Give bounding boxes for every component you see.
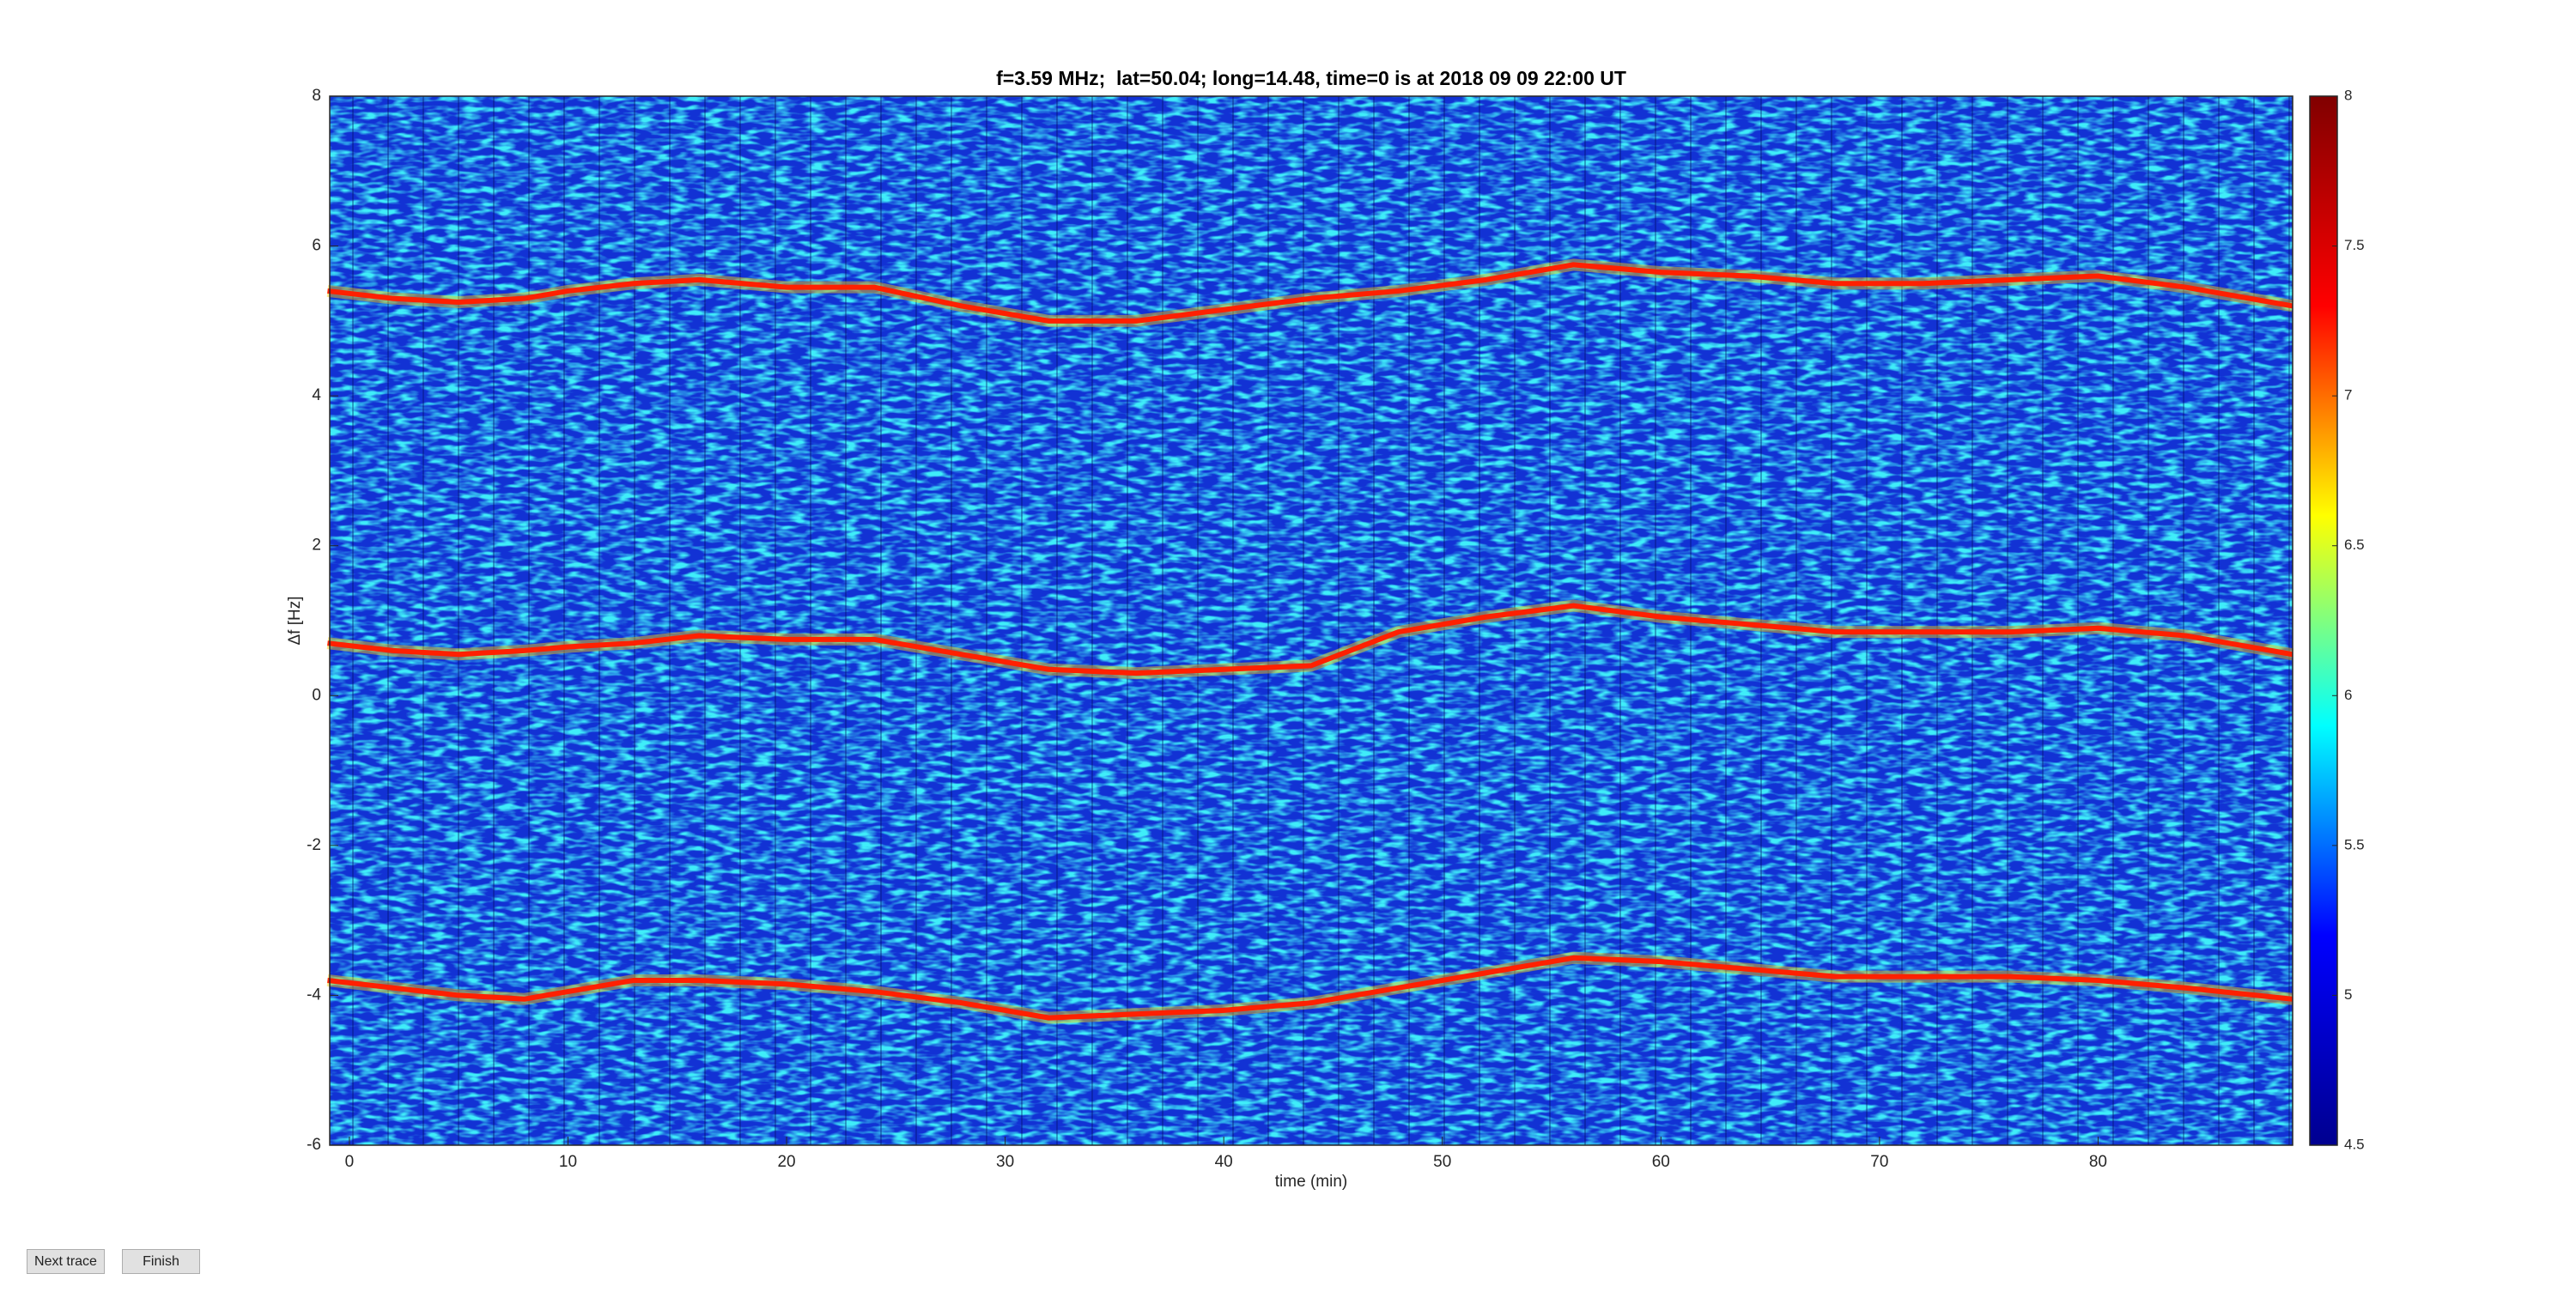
colorbar: [2309, 95, 2338, 1146]
y-tick-label: 2: [312, 537, 321, 555]
colorbar-tick-label: 7: [2344, 387, 2352, 403]
y-tick-label: 8: [312, 87, 321, 105]
y-tick-label: -4: [307, 986, 321, 1004]
chart-title: f=3.59 MHz; lat=50.04; long=14.48, time=…: [996, 67, 1626, 89]
colorbar-tick-label: 5.5: [2344, 836, 2365, 852]
x-tick-label: 80: [2089, 1153, 2107, 1171]
colorbar-tick-label: 6.5: [2344, 537, 2365, 553]
x-tick-label: 60: [1652, 1153, 1670, 1171]
colorbar-tick-label: 7.5: [2344, 237, 2365, 253]
plot-frame: [329, 95, 2293, 1146]
x-tick-label: 50: [1433, 1153, 1451, 1171]
trace: [327, 955, 2293, 1021]
colorbar-tick-label: 4.5: [2344, 1136, 2365, 1152]
y-tick-label: 4: [312, 386, 321, 404]
x-tick-label: 30: [996, 1153, 1014, 1171]
trace: [327, 262, 2293, 324]
y-tick-label: 0: [312, 686, 321, 704]
x-tick-label: 10: [559, 1153, 577, 1171]
colorbar-tick-label: 5: [2344, 986, 2352, 1003]
y-tick-label: -2: [307, 836, 321, 854]
chart: f=3.59 MHz; lat=50.04; long=14.48, time=…: [286, 67, 2365, 1191]
next-trace-button[interactable]: Next trace: [27, 1249, 105, 1274]
x-tick-label: 20: [777, 1153, 795, 1171]
y-tick-label: -6: [307, 1136, 321, 1154]
colorbar-tick-label: 6: [2344, 687, 2352, 703]
colorbar-tick-label: 8: [2344, 87, 2352, 103]
x-tick-label: 0: [345, 1153, 355, 1171]
y-tick-label: 6: [312, 237, 321, 255]
x-axis-label: time (min): [1275, 1173, 1347, 1191]
trace: [327, 603, 2293, 676]
finish-button[interactable]: Finish: [122, 1249, 200, 1274]
stripe-texture: [330, 96, 2293, 1145]
y-axis-label: Δf [Hz]: [286, 596, 304, 645]
x-tick-label: 70: [1870, 1153, 1888, 1171]
x-tick-label: 40: [1215, 1153, 1233, 1171]
